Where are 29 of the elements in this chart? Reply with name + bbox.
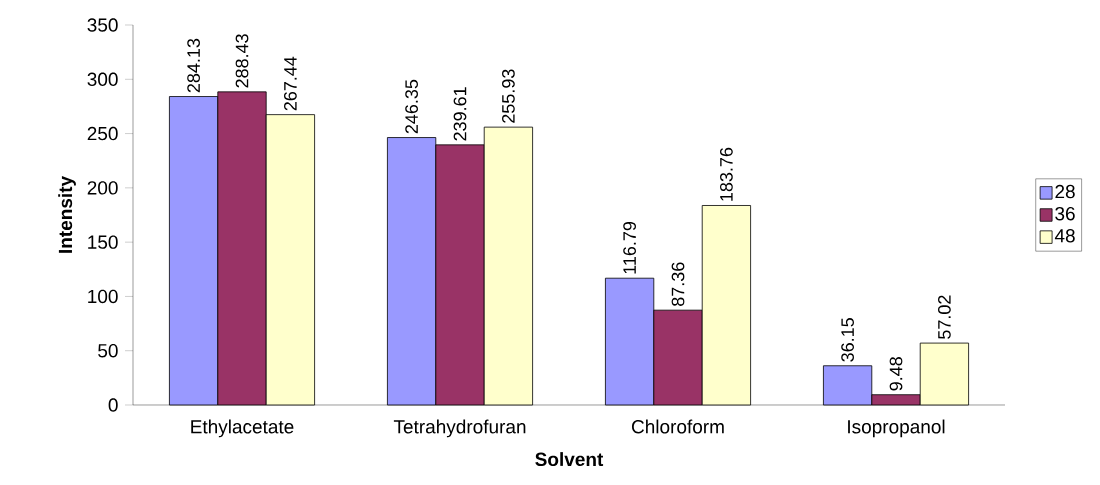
- legend-label: 48: [1054, 229, 1075, 243]
- y-tick-label: 250: [87, 126, 118, 141]
- data-label: 267.44: [284, 56, 297, 111]
- data-label: 57.02: [938, 295, 951, 339]
- data-label: 183.76: [720, 147, 733, 201]
- y-tick-label: 150: [88, 235, 118, 249]
- y-tick-label: 300: [87, 72, 118, 87]
- legend-label: 28: [1055, 184, 1075, 199]
- data-label: 246.35: [405, 79, 418, 134]
- y-axis-title: Intensity: [58, 176, 76, 253]
- data-label: 116.79: [623, 221, 636, 274]
- data-label: 255.93: [502, 69, 515, 123]
- x-axis-title: Solvent: [535, 452, 604, 467]
- data-label: 288.43: [235, 34, 249, 88]
- x-tick-label: Ethylacetate: [191, 419, 294, 438]
- data-label: 284.13: [187, 38, 200, 93]
- x-tick-label: Chloroform: [631, 419, 724, 434]
- y-tick-label: 200: [87, 181, 118, 195]
- data-label: 239.61: [453, 87, 467, 141]
- y-tick-label: 50: [98, 343, 118, 358]
- y-tick-label: 0: [108, 398, 118, 412]
- y-tick-label: 100: [88, 289, 118, 304]
- data-label: 36.15: [841, 318, 854, 362]
- data-label: 87.36: [671, 262, 685, 306]
- data-label: 9.48: [889, 357, 903, 391]
- x-tick-label: Tetrahydrofuran: [393, 419, 526, 438]
- y-tick-label: 350: [87, 18, 118, 32]
- x-tick-label: Isopropanol: [848, 419, 945, 438]
- legend-label: 36: [1055, 206, 1075, 221]
